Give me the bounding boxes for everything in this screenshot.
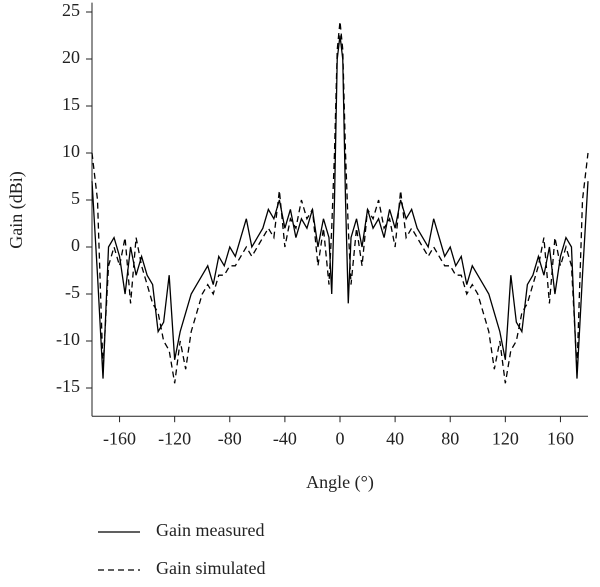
x-tick-label: 160: [547, 428, 574, 448]
y-tick-label: 5: [71, 188, 80, 208]
x-tick-label: -160: [103, 428, 136, 448]
x-tick-label: 0: [336, 428, 345, 448]
y-tick-label: 25: [62, 0, 80, 20]
y-tick-label: 20: [62, 47, 80, 67]
x-tick-label: -40: [273, 428, 297, 448]
x-tick-label: -120: [158, 428, 191, 448]
y-tick-label: 15: [62, 94, 80, 114]
y-tick-label: 0: [71, 235, 80, 255]
x-tick-label: 120: [492, 428, 519, 448]
x-axis-label: Angle (°): [306, 472, 374, 493]
y-tick-label: -15: [56, 376, 80, 396]
y-tick-label: -5: [65, 282, 80, 302]
data-line: [91, 35, 589, 379]
y-axis-label: Gain (dBi): [6, 171, 27, 248]
legend-label: Gain simulated: [156, 558, 265, 578]
y-tick-label: 10: [62, 141, 80, 161]
x-tick-label: 80: [441, 428, 459, 448]
x-tick-label: 40: [386, 428, 404, 448]
legend-label: Gain measured: [156, 520, 264, 540]
y-tick-label: -10: [56, 329, 80, 349]
x-tick-label: -80: [218, 428, 242, 448]
data-line: [91, 21, 589, 384]
